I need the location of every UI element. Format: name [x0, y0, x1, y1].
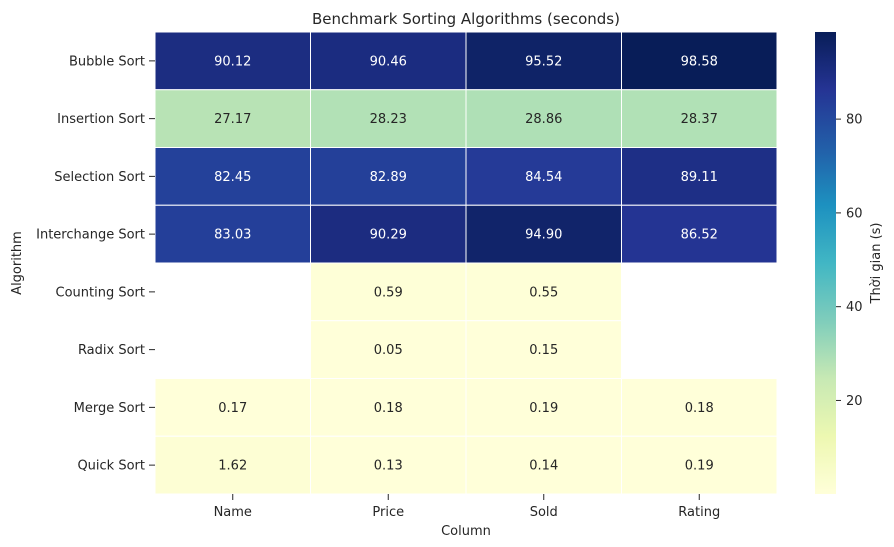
cell-value-label: 82.45 [214, 170, 251, 185]
cell-value-label: 0.17 [218, 401, 247, 416]
cell-value-label: 90.12 [214, 54, 251, 69]
colorbar-ticks: 20 40 60 80 [836, 113, 863, 409]
heatmap-cell [310, 147, 467, 206]
cell-value-label: 0.13 [374, 459, 403, 474]
x-tick-label: Rating [678, 505, 720, 520]
cell-value-label: 0.05 [374, 343, 403, 358]
cell-value-label: 82.89 [370, 170, 407, 185]
cell-value-label: 89.11 [681, 170, 718, 185]
colorbar-tick-label: 60 [846, 206, 863, 221]
heatmap-cell [310, 204, 467, 264]
heatmap-cell [310, 262, 467, 322]
cell-value-label: 0.59 [374, 285, 403, 300]
heatmap-cell [154, 378, 311, 437]
heatmap-cell [310, 378, 467, 437]
colorbar-tick-label: 20 [846, 394, 863, 409]
heatmap-cell [465, 320, 622, 379]
x-tick-labels: Name Price Sold Rating [214, 494, 720, 520]
cell-value-label: 90.46 [370, 54, 407, 69]
x-axis-label: Column [441, 524, 491, 539]
heatmap-cell [465, 435, 622, 495]
cell-value-label: 1.62 [218, 459, 247, 474]
y-axis-label: Algorithm [10, 231, 25, 295]
heatmap-cell [621, 31, 778, 91]
heatmap-cells: 90.12 90.46 95.52 98.58 27.17 28.23 28.86 28.37… [154, 31, 778, 495]
heatmap-cell [621, 147, 778, 206]
cell-value-label: 0.55 [529, 285, 558, 300]
cell-value-label: 98.58 [681, 54, 718, 69]
colorbar-tick-label: 40 [846, 300, 863, 315]
heatmap-cell [310, 89, 467, 148]
cell-value-label: 0.19 [685, 459, 714, 474]
colorbar-tick-label: 80 [846, 113, 863, 128]
cell-value-label: 94.90 [525, 228, 562, 243]
heatmap-cell [621, 378, 778, 437]
heatmap-cell [621, 435, 778, 495]
y-tick-label: Radix Sort [78, 343, 145, 358]
cell-value-label: 0.18 [685, 401, 714, 416]
y-tick-label: Interchange Sort [36, 228, 145, 243]
heatmap-cell [154, 204, 311, 264]
y-tick-label: Counting Sort [56, 285, 146, 300]
colorbar [815, 32, 836, 494]
colorbar-label: Thời gian (s) [869, 223, 884, 305]
cell-value-label: 90.29 [370, 228, 407, 243]
heatmap-cell [621, 204, 778, 264]
chart-title: Benchmark Sorting Algorithms (seconds) [312, 10, 620, 28]
heatmap-cell [465, 31, 622, 91]
y-tick-label: Merge Sort [74, 401, 145, 416]
cell-value-label: 28.23 [370, 112, 407, 127]
heatmap-cell [465, 378, 622, 437]
cell-value-label: 86.52 [681, 228, 718, 243]
x-tick-label: Name [214, 505, 252, 520]
cell-value-label: 27.17 [214, 112, 251, 127]
heatmap-cell [310, 31, 467, 91]
cell-value-label: 28.37 [681, 112, 718, 127]
y-tick-label: Bubble Sort [69, 54, 145, 69]
y-tick-label: Insertion Sort [57, 112, 145, 127]
y-tick-label: Selection Sort [54, 170, 145, 185]
cell-value-label: 84.54 [525, 170, 562, 185]
heatmap-cell [310, 320, 467, 379]
cell-value-label: 0.18 [374, 401, 403, 416]
cell-value-label: 0.15 [529, 343, 558, 358]
y-tick-labels: Bubble Sort Insertion Sort Selection Sort I… [36, 54, 155, 474]
cell-value-label: 28.86 [525, 112, 562, 127]
heatmap-cell [465, 262, 622, 322]
cell-value-label: 83.03 [214, 228, 251, 243]
cell-value-label: 0.14 [529, 459, 558, 474]
cell-value-label: 95.52 [525, 54, 562, 69]
heatmap-cell [154, 31, 311, 91]
x-tick-label: Sold [530, 505, 558, 520]
heatmap-cell [621, 89, 778, 148]
cell-value-label: 0.19 [529, 401, 558, 416]
y-tick-label: Quick Sort [77, 459, 145, 474]
x-tick-label: Price [372, 505, 404, 520]
heatmap-cell [154, 89, 311, 148]
heatmap-cell [154, 435, 311, 495]
